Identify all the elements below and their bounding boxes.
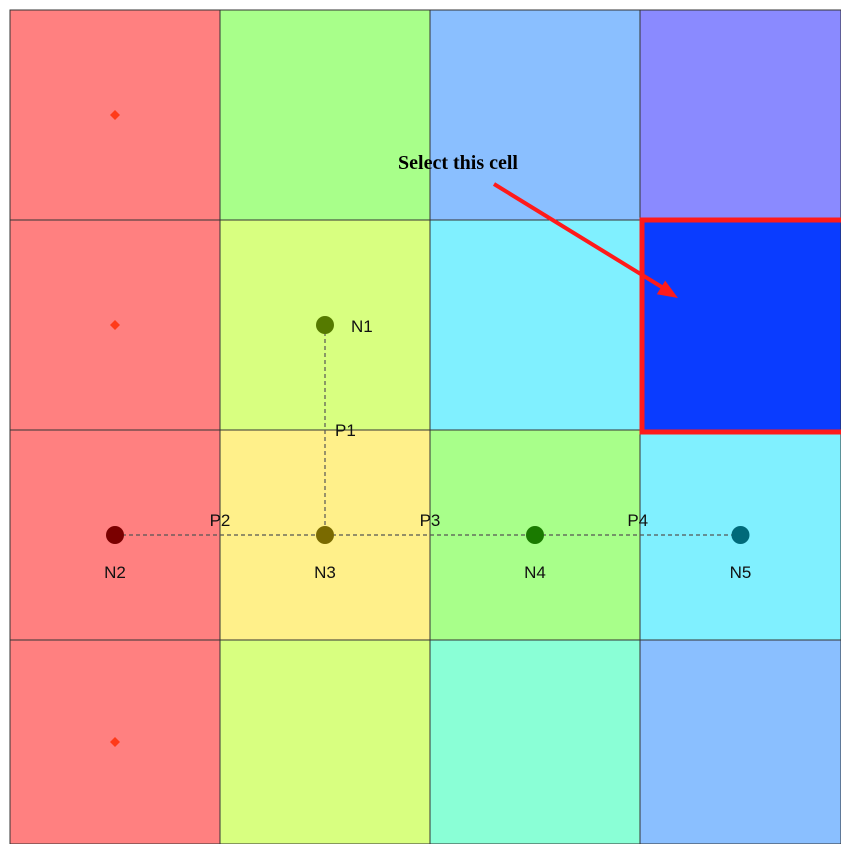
path-label-p2: P2 [210,511,231,530]
node-n1[interactable] [316,316,334,334]
cell-marker-icon [110,320,120,330]
grid-cell-r4-c2[interactable] [219,639,431,844]
callout-arrow [492,182,667,291]
path-label-p4: P4 [627,511,648,530]
cell-marker-icon [110,110,120,120]
node-n2[interactable] [106,526,124,544]
callout-text: Select this cell [398,152,518,174]
cell-marker-icon [110,737,120,747]
grid-cell-r1-c4[interactable] [639,9,841,221]
markers-layer [110,110,120,747]
node-label-n2: N2 [104,563,126,582]
path-label-p3: P3 [420,511,441,530]
node-label-n3: N3 [314,563,336,582]
nodes-layer: N1 N2 N3 N4 N5 [104,316,751,582]
callout-arrow-head [656,280,678,298]
node-label-n4: N4 [524,563,546,582]
grid-cell-r4-c3[interactable] [429,639,641,844]
grid-cell-r1-c2[interactable] [219,9,431,221]
grid-cell-r2-c4[interactable] [639,219,841,431]
node-label-n1: N1 [351,317,373,336]
grid-cell-r1-c3[interactable] [429,9,641,221]
grid-cell-r2-c3[interactable] [429,219,641,431]
paths-layer: P1 P2 P3 P4 [115,325,741,536]
grid-cell-r4-c4[interactable] [639,639,841,844]
node-label-n5: N5 [730,563,752,582]
cells-layer [9,9,841,844]
node-n3[interactable] [316,526,334,544]
path-label-p1: P1 [335,421,356,440]
selected-cell-highlight[interactable] [639,217,841,435]
node-n5[interactable] [731,526,750,544]
node-n4[interactable] [526,526,544,544]
